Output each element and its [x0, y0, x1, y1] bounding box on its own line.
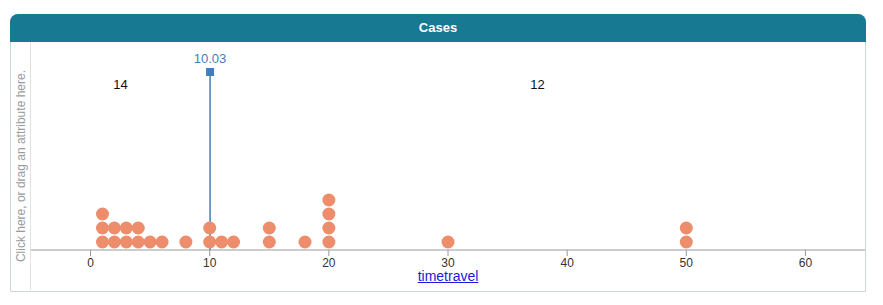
svg-text:10.03: 10.03	[194, 51, 227, 66]
html-text:timetravel: timetravel	[417, 268, 479, 284]
svg-text:20: 20	[322, 256, 336, 270]
svg-text:14: 14	[113, 77, 127, 92]
svg-text:60: 60	[799, 256, 813, 270]
svg-text:30: 30	[441, 256, 455, 270]
svg-text:40: 40	[560, 256, 574, 270]
html-text:Click here, or drag an attribu: Click here, or drag an attribute here.	[13, 69, 28, 262]
html-text:Cases: Cases	[418, 20, 458, 35]
svg-text:0: 0	[87, 256, 94, 270]
svg-text:10: 10	[203, 256, 217, 270]
svg-text:12: 12	[530, 77, 544, 92]
svg-text:50: 50	[680, 256, 694, 270]
